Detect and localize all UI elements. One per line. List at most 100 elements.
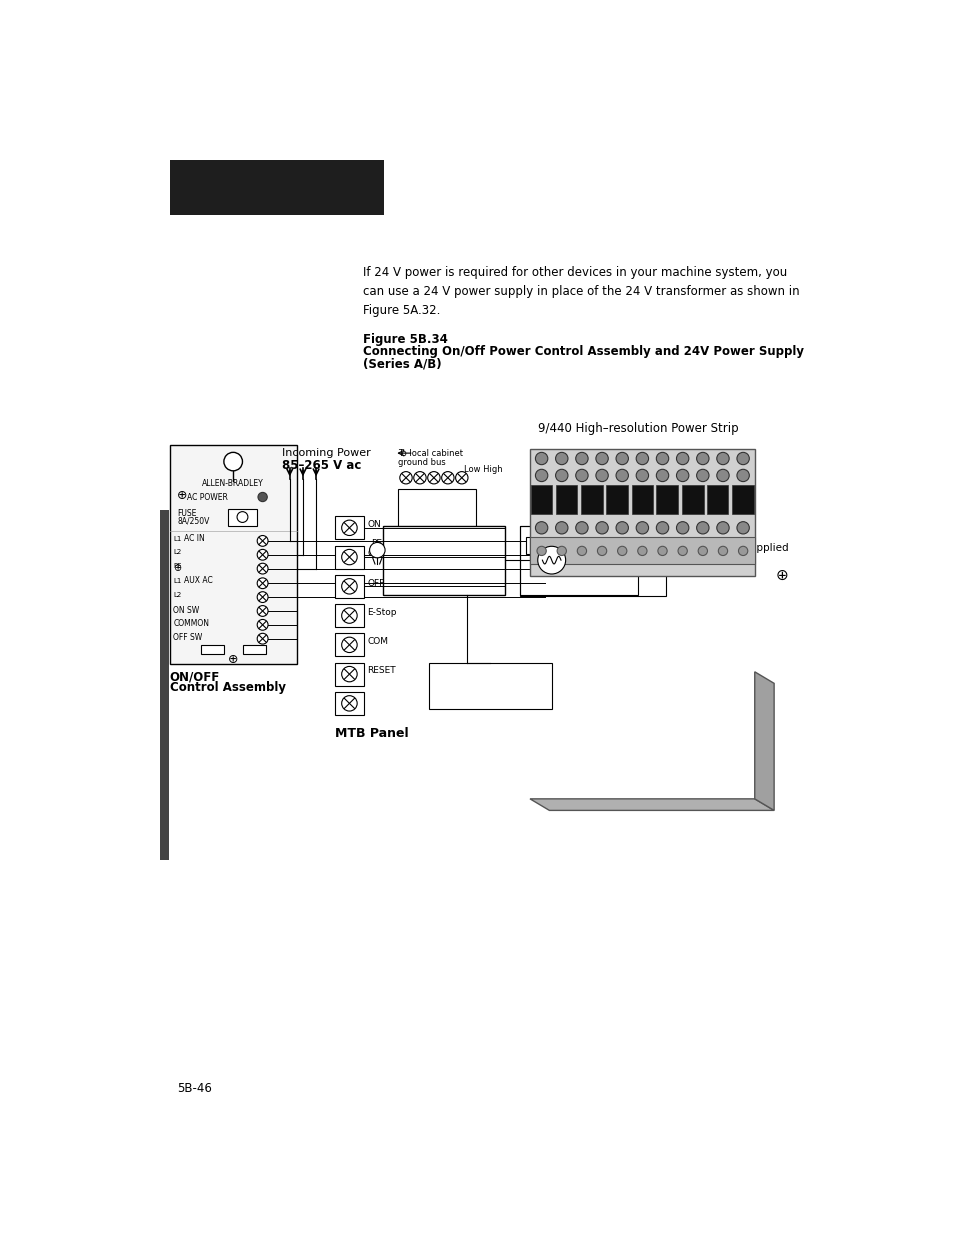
Text: E-Stop: E-Stop — [367, 608, 396, 618]
Text: 15 AMP: 15 AMP — [688, 534, 727, 543]
Circle shape — [597, 546, 606, 556]
Circle shape — [575, 452, 587, 464]
Circle shape — [698, 546, 707, 556]
Text: Low High: Low High — [464, 466, 502, 474]
Text: ON: ON — [367, 520, 380, 529]
Circle shape — [257, 634, 268, 645]
Text: 199-ISMAxx: 199-ISMAxx — [541, 546, 591, 556]
Circle shape — [257, 550, 268, 561]
Bar — [530, 484, 552, 514]
Circle shape — [537, 546, 565, 574]
Circle shape — [718, 546, 727, 556]
Circle shape — [636, 452, 648, 464]
Bar — [335, 604, 364, 627]
Circle shape — [537, 546, 546, 556]
Text: OFF: OFF — [367, 579, 384, 588]
Text: Bulletin 100: Bulletin 100 — [568, 556, 618, 564]
Circle shape — [736, 452, 748, 464]
Text: DC: DC — [535, 490, 548, 500]
Circle shape — [656, 452, 668, 464]
Text: operator panel power: operator panel power — [399, 514, 475, 519]
Circle shape — [716, 469, 728, 482]
Circle shape — [341, 550, 356, 564]
Circle shape — [696, 452, 708, 464]
Text: ON SW: ON SW — [173, 605, 199, 615]
Circle shape — [257, 592, 268, 603]
Circle shape — [257, 578, 268, 589]
Text: OFF SW: OFF SW — [173, 634, 203, 642]
Circle shape — [341, 695, 356, 711]
Circle shape — [596, 452, 608, 464]
Bar — [335, 662, 364, 685]
Bar — [335, 692, 364, 715]
Circle shape — [616, 521, 628, 534]
Bar — [732, 484, 753, 514]
Bar — [228, 509, 257, 526]
Text: On Off Relay: On Off Relay — [568, 546, 621, 556]
Circle shape — [678, 546, 686, 556]
Text: FUSE: FUSE — [177, 509, 196, 517]
Bar — [243, 645, 266, 655]
Circle shape — [596, 521, 608, 534]
Circle shape — [535, 452, 547, 464]
Bar — [631, 484, 653, 514]
Text: C1: C1 — [555, 568, 566, 577]
Text: C: C — [534, 545, 540, 553]
Text: Monochrome or Color: Monochrome or Color — [399, 505, 474, 511]
Bar — [681, 484, 703, 514]
Text: Noise suppressor: Noise suppressor — [541, 537, 614, 546]
Bar — [580, 484, 602, 514]
Circle shape — [557, 546, 566, 556]
Text: ground bus: ground bus — [397, 458, 446, 467]
Text: ALLEN-BRADLEY: ALLEN-BRADLEY — [202, 479, 264, 488]
Circle shape — [676, 452, 688, 464]
Text: Connecting On/Off Power Control Assembly and 24V Power Supply: Connecting On/Off Power Control Assembly… — [363, 345, 803, 358]
Text: AUX AC: AUX AC — [183, 577, 213, 585]
Circle shape — [257, 536, 268, 546]
Circle shape — [535, 469, 547, 482]
Circle shape — [369, 542, 385, 558]
Text: W1: W1 — [609, 490, 623, 500]
Circle shape — [637, 546, 646, 556]
Text: Incoming Power: Incoming Power — [282, 448, 371, 458]
Text: 8A/250V: 8A/250V — [177, 516, 210, 525]
Bar — [656, 484, 678, 514]
Text: COM: COM — [367, 637, 388, 646]
Bar — [706, 484, 728, 514]
Bar — [335, 574, 364, 598]
Text: V: V — [689, 490, 696, 500]
Text: AC IN: AC IN — [183, 534, 204, 543]
Circle shape — [656, 469, 668, 482]
Circle shape — [577, 546, 586, 556]
Circle shape — [676, 469, 688, 482]
Circle shape — [616, 452, 628, 464]
Circle shape — [736, 521, 748, 534]
Circle shape — [441, 472, 454, 484]
Circle shape — [617, 546, 626, 556]
Text: AC POWER: AC POWER — [187, 493, 228, 503]
Text: L2: L2 — [173, 592, 182, 598]
Text: W2: W2 — [634, 490, 649, 500]
Circle shape — [341, 579, 356, 594]
Circle shape — [555, 469, 567, 482]
Circle shape — [696, 521, 708, 534]
Text: ON/OFF: ON/OFF — [170, 671, 219, 683]
Circle shape — [575, 521, 587, 534]
Text: PE: PE — [173, 563, 182, 569]
Text: ⊕: ⊕ — [775, 568, 787, 583]
Text: 5B-46: 5B-46 — [177, 1082, 212, 1095]
Circle shape — [456, 472, 468, 484]
Bar — [429, 662, 551, 709]
Text: ⊕: ⊕ — [228, 652, 238, 666]
Bar — [160, 510, 169, 861]
Bar — [335, 546, 364, 568]
Text: Output 24 V ac or: Output 24 V ac or — [389, 564, 463, 573]
Circle shape — [636, 469, 648, 482]
Circle shape — [716, 452, 728, 464]
Circle shape — [341, 637, 356, 652]
Bar — [335, 634, 364, 656]
Text: Figure 5B.34: Figure 5B.34 — [363, 332, 448, 346]
Circle shape — [555, 452, 567, 464]
Text: MTB Panel: MTB Panel — [335, 727, 408, 740]
Circle shape — [738, 546, 747, 556]
